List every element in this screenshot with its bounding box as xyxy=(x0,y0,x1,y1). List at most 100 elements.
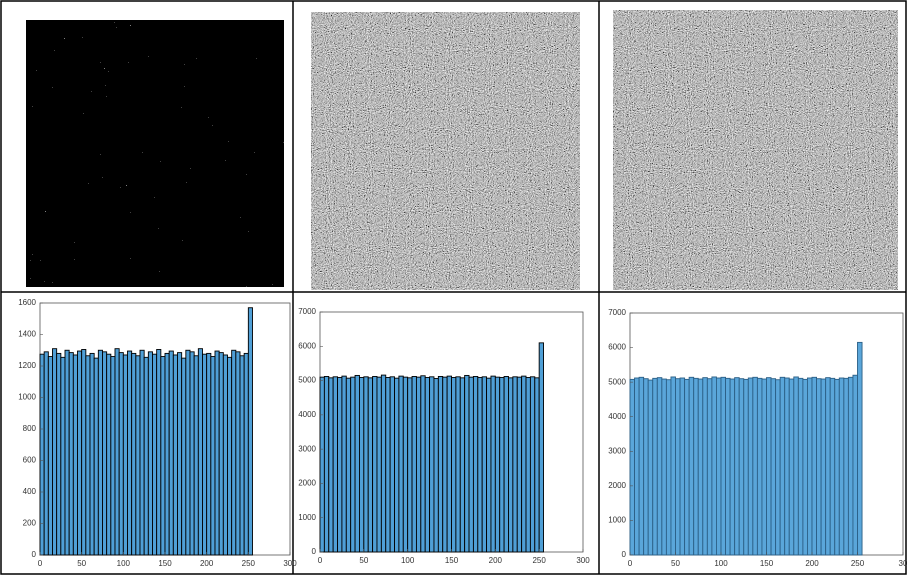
y-tick-label: 2000 xyxy=(298,479,316,488)
bar xyxy=(110,356,116,556)
bar xyxy=(160,356,166,556)
y-tick-label: 200 xyxy=(23,519,37,528)
bar xyxy=(534,377,540,553)
bar xyxy=(64,349,70,556)
x-tick-label: 150 xyxy=(760,559,774,568)
x-tick-label: 100 xyxy=(714,559,728,568)
encrypted-image xyxy=(613,10,898,290)
bar xyxy=(451,377,457,553)
bar xyxy=(189,351,195,556)
bar xyxy=(177,352,183,556)
bar xyxy=(743,378,749,556)
bar xyxy=(729,378,736,556)
bar xyxy=(766,377,772,556)
bar xyxy=(337,377,343,553)
x-tick-label: 300 xyxy=(576,556,590,565)
bar xyxy=(52,348,58,556)
bar xyxy=(834,378,840,556)
bar xyxy=(93,357,99,556)
bar xyxy=(829,377,836,556)
bar xyxy=(247,307,253,556)
bar xyxy=(156,349,162,556)
x-tick-label: 0 xyxy=(38,559,43,568)
bar xyxy=(529,376,536,553)
y-tick-label: 3000 xyxy=(608,446,626,455)
bar xyxy=(643,378,649,556)
bar xyxy=(420,375,426,553)
bar xyxy=(239,355,245,556)
bar xyxy=(243,352,249,556)
bar xyxy=(784,377,790,556)
bar xyxy=(402,376,409,553)
bar xyxy=(85,355,91,556)
y-tick-label: 7000 xyxy=(298,307,316,316)
bar xyxy=(811,376,817,556)
x-tick-label: 50 xyxy=(359,556,368,565)
y-tick-label: 7000 xyxy=(608,308,626,317)
x-tick-label: 0 xyxy=(628,559,633,568)
bar xyxy=(711,376,717,556)
x-tick-label: 50 xyxy=(77,559,86,568)
bar xyxy=(139,349,145,556)
bar xyxy=(164,352,170,556)
bar xyxy=(752,376,758,556)
bar xyxy=(843,377,849,556)
bar xyxy=(143,356,149,556)
bar xyxy=(118,352,124,556)
y-tick-label: 6000 xyxy=(608,343,626,352)
x-tick-label: 150 xyxy=(158,559,172,568)
bar xyxy=(429,376,435,553)
bar xyxy=(363,376,369,553)
bar xyxy=(847,376,854,556)
bar xyxy=(656,377,663,556)
bar xyxy=(185,349,191,556)
bar xyxy=(359,377,365,553)
bar xyxy=(97,349,103,556)
bar xyxy=(227,356,233,556)
bar xyxy=(481,376,488,553)
bar xyxy=(455,376,461,553)
bar xyxy=(354,374,360,553)
bar xyxy=(503,376,509,553)
y-tick-label: 4000 xyxy=(298,410,316,419)
y-tick-label: 0 xyxy=(32,550,37,559)
bar xyxy=(135,355,141,556)
bar xyxy=(319,376,325,553)
bar xyxy=(802,378,808,556)
bar xyxy=(197,348,203,556)
bar xyxy=(512,376,518,553)
bar xyxy=(706,378,713,556)
bar xyxy=(670,376,676,556)
bar xyxy=(634,377,640,556)
bar xyxy=(734,377,740,556)
bar xyxy=(193,355,199,556)
bar xyxy=(72,354,78,556)
x-tick-label: 200 xyxy=(489,556,503,565)
y-tick-label: 1000 xyxy=(608,516,626,525)
bar xyxy=(389,376,395,553)
x-tick-label: 250 xyxy=(242,559,256,568)
bar xyxy=(77,350,83,556)
encrypted-image xyxy=(311,12,580,290)
bar xyxy=(411,376,417,553)
bar xyxy=(210,356,216,556)
bar xyxy=(494,376,501,553)
x-tick-label: 30 xyxy=(899,559,907,568)
bar xyxy=(720,376,726,556)
x-tick-label: 100 xyxy=(401,556,415,565)
bar xyxy=(477,377,483,553)
bar xyxy=(214,350,220,556)
bar xyxy=(661,378,667,556)
bar xyxy=(385,377,391,553)
bar xyxy=(407,377,413,553)
bar xyxy=(738,378,745,556)
bar xyxy=(788,378,795,556)
bar xyxy=(106,353,112,556)
y-tick-label: 1400 xyxy=(18,330,36,339)
bar xyxy=(415,376,422,553)
x-tick-label: 150 xyxy=(445,556,459,565)
encrypted-image xyxy=(26,20,284,287)
bar xyxy=(380,374,387,553)
